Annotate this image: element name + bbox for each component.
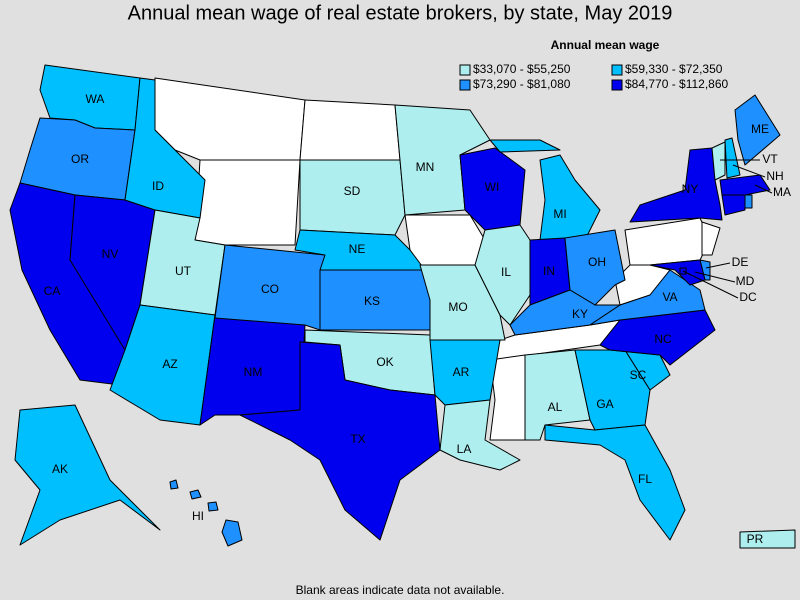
- state-label: MD: [736, 274, 755, 288]
- state-shape: [124, 77, 206, 219]
- state-label: WI: [485, 180, 500, 194]
- state-shape: [299, 99, 401, 161]
- leader-line: [705, 262, 731, 269]
- legend-title: Annual mean wage: [551, 38, 660, 52]
- state-label: CO: [261, 282, 279, 296]
- state-shape: [701, 221, 721, 256]
- state-label: IL: [501, 265, 511, 279]
- state-label: AL: [548, 400, 563, 414]
- state-shape: [721, 194, 746, 216]
- leader-line: [682, 270, 739, 299]
- state-label: VT: [762, 152, 778, 166]
- state-shape: [474, 224, 531, 326]
- leader-line: [754, 184, 773, 194]
- legend-label: $84,770 - $112,860: [625, 77, 729, 91]
- state-shape: [734, 94, 781, 166]
- state-label: AR: [453, 365, 470, 379]
- state-shape: [489, 139, 561, 153]
- legend-label: $59,330 - $72,350: [625, 62, 723, 76]
- state-label: AZ: [162, 357, 177, 371]
- legend-swatch: [611, 64, 623, 76]
- leader-line: [732, 164, 766, 178]
- state-label: SC: [630, 368, 647, 382]
- state-label: IN: [543, 264, 555, 278]
- state-label: ME: [751, 122, 769, 136]
- state-shape: [214, 244, 326, 331]
- state-shape: [544, 424, 686, 541]
- state-shape: [489, 354, 526, 441]
- state-label: VA: [662, 290, 677, 304]
- legend-swatch: [611, 79, 623, 91]
- state-label: WA: [86, 92, 105, 106]
- legend-swatch: [459, 79, 471, 91]
- state-label: OR: [71, 152, 89, 166]
- state-label: AK: [52, 462, 68, 476]
- state-label: NE: [349, 242, 366, 256]
- state-label: HI: [192, 509, 204, 523]
- state-shape: [169, 479, 179, 490]
- legend-label: $33,070 - $55,250: [473, 62, 571, 76]
- leader-line: [694, 271, 736, 283]
- state-label: NH: [766, 169, 783, 183]
- state-label: LA: [457, 442, 472, 456]
- state-shape: [539, 154, 601, 241]
- state-shape: [744, 194, 753, 209]
- legend-label: $73,290 - $81,080: [473, 77, 571, 91]
- state-shape: [739, 529, 796, 549]
- state-shape: [207, 501, 219, 512]
- state-shape: [719, 174, 771, 196]
- state-label: OK: [376, 355, 393, 369]
- state-shape: [299, 159, 406, 236]
- state-label: SD: [344, 184, 361, 198]
- state-label: MA: [773, 185, 791, 199]
- state-label: UT: [175, 264, 192, 278]
- state-label: DC: [739, 290, 757, 304]
- state-shape: [189, 489, 202, 500]
- state-label: NM: [244, 365, 263, 379]
- state-label: FL: [638, 472, 652, 486]
- state-shape: [509, 289, 621, 336]
- state-shape: [239, 341, 441, 541]
- state-shape: [629, 147, 723, 223]
- state-label: OH: [588, 255, 606, 269]
- map-title: Annual mean wage of real estate brokers,…: [128, 2, 673, 24]
- state-label: KS: [364, 294, 380, 308]
- state-shape: [221, 519, 243, 547]
- state-label: NV: [102, 247, 119, 261]
- legend-swatch: [459, 64, 471, 76]
- state-shape: [624, 217, 711, 266]
- state-shape: [404, 214, 486, 266]
- footnote: Blank areas indicate data not available.: [296, 583, 505, 597]
- state-shape: [724, 137, 741, 179]
- state-label: NY: [682, 182, 699, 196]
- state-label: ID: [152, 179, 164, 193]
- state-label: TX: [350, 432, 365, 446]
- state-shape: [154, 77, 306, 161]
- state-label: DE: [732, 255, 749, 269]
- state-label: PR: [747, 532, 764, 546]
- state-label: MN: [416, 160, 435, 174]
- state-shape: [439, 399, 521, 471]
- state-shape: [194, 159, 301, 246]
- state-label: CA: [44, 284, 61, 298]
- state-shape: [649, 259, 706, 286]
- state-label: MO: [448, 300, 467, 314]
- state-label: GA: [596, 397, 613, 411]
- state-label: MI: [553, 207, 566, 221]
- state-shape: [14, 404, 161, 546]
- state-label: KY: [572, 307, 588, 321]
- state-shape: [711, 141, 726, 181]
- states: [9, 64, 796, 549]
- state-label: NC: [654, 332, 672, 346]
